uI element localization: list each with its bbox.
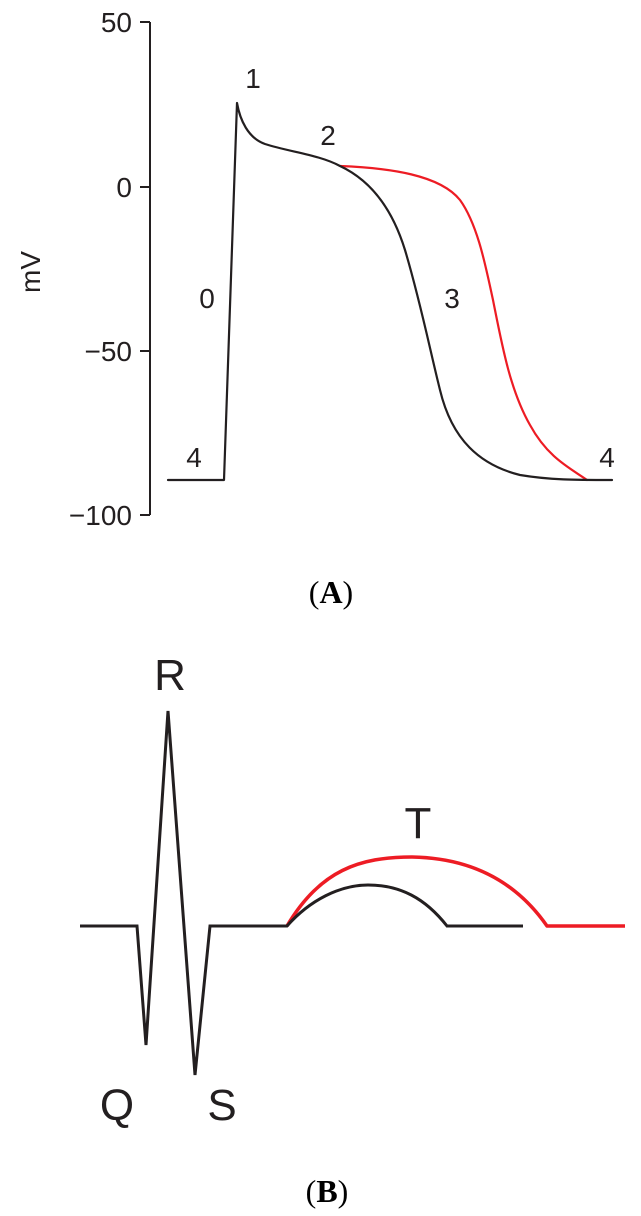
panel-b-caption-open: ( (306, 1173, 317, 1209)
wave-label-q: Q (100, 1081, 134, 1130)
wave-label-r: R (154, 651, 186, 700)
ecg-panel: R Q S T (B) (80, 651, 625, 1209)
panel-b-caption-close: ) (338, 1173, 349, 1209)
prolonged-action-potential-trace (338, 164, 589, 482)
y-tick-label-0: 0 (116, 172, 132, 203)
phase-label-1: 1 (245, 63, 261, 94)
prolonged-t-wave (285, 855, 625, 928)
action-potential-panel: 50 0 −50 −100 mV 0 1 2 3 4 4 (A) (15, 7, 615, 610)
y-tick-label-minus-100: −100 (69, 500, 132, 531)
phase-label-4-start: 4 (186, 442, 202, 473)
normal-action-potential-trace (166, 101, 614, 482)
panel-a-caption: (A) (309, 574, 353, 610)
panel-a-caption-letter: A (319, 574, 342, 610)
panel-b-caption-letter: B (316, 1173, 337, 1209)
y-axis-label: mV (15, 251, 46, 293)
wave-label-s: S (207, 1081, 236, 1130)
phase-label-2: 2 (320, 120, 336, 151)
phase-label-4-end: 4 (599, 442, 615, 473)
y-axis: 50 0 −50 −100 mV (15, 7, 151, 531)
wave-label-t: T (405, 799, 432, 848)
y-tick-label-50: 50 (101, 7, 132, 38)
phase-label-3: 3 (444, 283, 460, 314)
panel-b-caption: (B) (306, 1173, 349, 1209)
panel-a-caption-close: ) (343, 574, 354, 610)
phase-label-0: 0 (199, 283, 215, 314)
y-tick-label-minus-50: −50 (85, 336, 133, 367)
panel-a-caption-open: ( (309, 574, 320, 610)
normal-ecg-trace (80, 710, 523, 1076)
